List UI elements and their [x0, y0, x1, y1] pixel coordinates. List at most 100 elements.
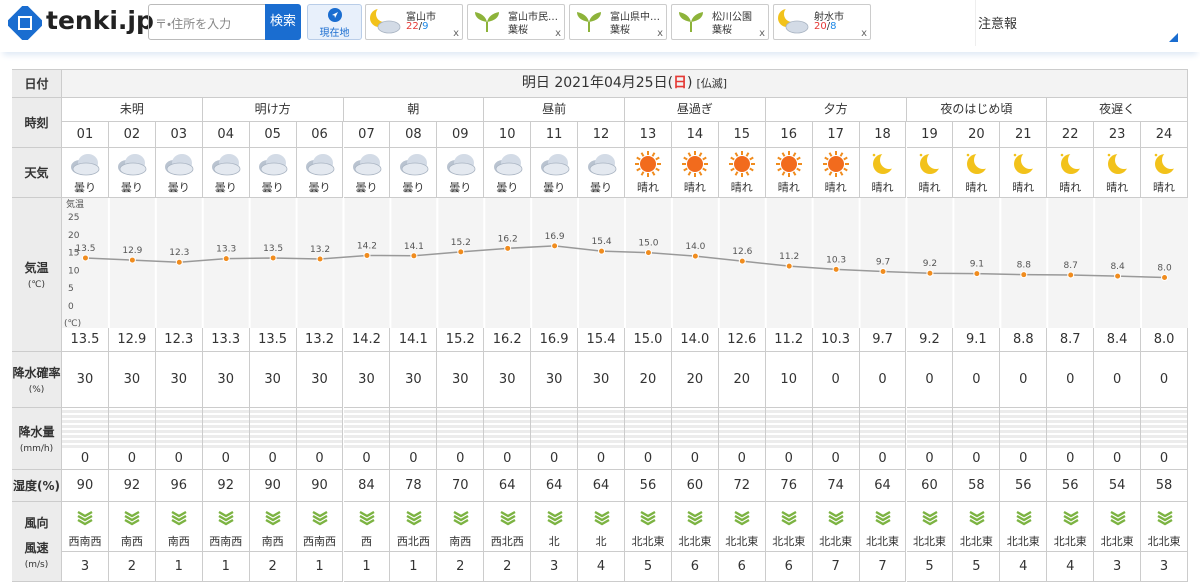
- wind-cell: 西南西: [296, 502, 344, 552]
- alert-box[interactable]: 注意報: [975, 0, 1180, 46]
- wind-direction: 北北東: [1053, 535, 1087, 548]
- wind-icon: [640, 510, 657, 526]
- favorite[interactable]: 射水市 20/8 x: [773, 4, 871, 40]
- wind-speed: 5: [625, 552, 672, 582]
- sun-disc: [687, 156, 704, 172]
- temp-value: 14.1: [390, 328, 438, 352]
- favorite[interactable]: 富山市 22/9 x: [365, 4, 463, 40]
- moon-icon: [966, 151, 992, 174]
- precip-amount: 0: [249, 448, 297, 470]
- star: [872, 153, 876, 157]
- moon-cut: [973, 151, 992, 169]
- precip-prob: 0: [1094, 352, 1142, 408]
- temp-value: 11.2: [765, 328, 813, 352]
- hour: 09: [437, 122, 485, 148]
- wind-cell: 北北東: [859, 502, 907, 552]
- wind-cell: 北北東: [906, 502, 954, 552]
- favorite[interactable]: 富山県中… 葉桜 x: [569, 4, 667, 40]
- wind-chevron: [453, 514, 469, 522]
- wind-chevron: [406, 518, 422, 526]
- favorite[interactable]: 松川公園 葉桜 x: [671, 4, 769, 40]
- cloud-part: [448, 162, 476, 176]
- weather-text: 曇り: [543, 181, 566, 194]
- favorite[interactable]: 富山市民… 葉桜 x: [467, 4, 565, 40]
- cloud-icon: [540, 154, 570, 176]
- weather-text: 晴れ: [730, 181, 753, 194]
- location-button[interactable]: 現在地: [307, 4, 362, 40]
- wind-speed: 5: [906, 552, 954, 582]
- y-tick-label: 0: [68, 302, 74, 312]
- precip-bar-cell: [1047, 408, 1095, 448]
- favorite-close[interactable]: x: [759, 28, 765, 39]
- leaf: [589, 12, 601, 22]
- temp-value: 13.2: [296, 328, 344, 352]
- temp-label: 16.2: [498, 234, 518, 244]
- wind-speed: 4: [1000, 552, 1048, 582]
- favorite-close[interactable]: x: [453, 28, 459, 39]
- temp-point: [691, 252, 699, 260]
- precip-prob: 30: [531, 352, 579, 408]
- sun-ray: [734, 152, 739, 157]
- wind-chevron: [547, 510, 563, 518]
- wind-chevron: [734, 510, 750, 518]
- cloud-part: [785, 20, 809, 34]
- sun-ray: [792, 152, 797, 157]
- sun-ray: [781, 171, 786, 176]
- logo[interactable]: tenki.jp: [46, 6, 154, 35]
- temp-label: 14.1: [404, 242, 424, 252]
- sun-ray: [745, 171, 750, 176]
- temperature-chart: 気温 (℃) 0 5 10 15 20 25 13.5 12.9 12.3 13.3 13.5 13.2 1…: [62, 198, 1188, 328]
- cloud-icon: [399, 154, 429, 176]
- favorite-close[interactable]: x: [657, 28, 663, 39]
- wind-chevron: [77, 514, 94, 522]
- row-unit: (%): [28, 385, 45, 395]
- weather-cell: 曇り: [484, 148, 532, 198]
- wind-chevron: [171, 510, 187, 518]
- label-amount: 降水量 (mm/h): [12, 408, 62, 470]
- humidity: 58: [1141, 470, 1188, 502]
- row-label: 気温: [24, 261, 49, 275]
- wind-chevron: [218, 510, 234, 518]
- cloud-part: [401, 162, 429, 176]
- wind-icon: [781, 510, 797, 526]
- humidity: 72: [718, 470, 766, 502]
- temp-low: 9: [422, 21, 429, 32]
- weather-cell: 晴れ: [671, 148, 719, 198]
- wind-chevron: [453, 518, 469, 526]
- precip-prob: 20: [625, 352, 672, 408]
- hour: 06: [296, 122, 344, 148]
- wind-direction: 北北東: [725, 535, 759, 548]
- weather-cell: 曇り: [155, 148, 203, 198]
- temp-value: 13.5: [62, 328, 109, 352]
- precip-bar-cell: [812, 408, 860, 448]
- temp-label: 8.7: [1064, 261, 1078, 271]
- wind-cell: 西南西: [202, 502, 250, 552]
- temp-label: 16.9: [545, 232, 565, 242]
- cloud-icon: [446, 154, 476, 176]
- favorite-close[interactable]: x: [861, 28, 867, 39]
- temp-point: [1161, 274, 1169, 282]
- star: [1107, 153, 1110, 157]
- wind-icon: [734, 510, 750, 526]
- precip-amount: 0: [343, 448, 391, 470]
- wind-direction: 北北東: [631, 535, 665, 548]
- weather-text: 晴れ: [1153, 181, 1176, 194]
- wind-chevron: [1156, 518, 1173, 526]
- wind-direction: 北北東: [1006, 535, 1040, 548]
- weather-cell: 晴れ: [906, 148, 954, 198]
- wind-cell: 北北東: [671, 502, 719, 552]
- wind-speed: 3: [531, 552, 579, 582]
- precip-amount: 0: [906, 448, 954, 470]
- hour: 20: [953, 122, 1001, 148]
- wind-chevron: [922, 514, 938, 522]
- precip-bar-cell: [108, 408, 156, 448]
- favorite-close[interactable]: x: [555, 28, 561, 39]
- leaf-icon: [577, 12, 601, 32]
- wind-direction: 西南西: [209, 535, 243, 548]
- humidity: 84: [343, 470, 391, 502]
- search-button[interactable]: 検索: [265, 4, 301, 40]
- precip-prob: 0: [906, 352, 954, 408]
- cloud-icon: [587, 154, 616, 176]
- humidity: 90: [296, 470, 344, 502]
- cloud-icon: [306, 154, 335, 176]
